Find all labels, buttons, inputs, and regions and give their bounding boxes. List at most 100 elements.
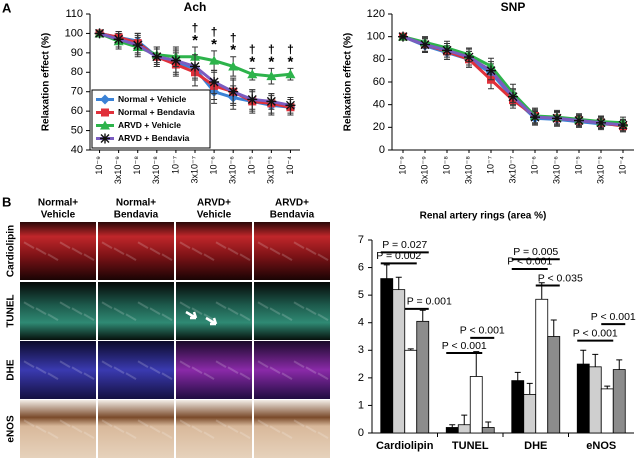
p-value: P < 0.001 [591,311,636,323]
micrograph [176,282,252,340]
tissue-streak [317,253,329,261]
bar [511,380,525,434]
tissue-streak [179,419,191,427]
micrograph [20,282,96,340]
p-value: P < 0.001 [460,325,505,337]
micrograph [254,341,330,399]
error-bar [604,385,611,389]
tissue-streak [179,241,191,249]
tissue-streak [23,360,35,368]
bar [481,427,495,434]
legend-marker [100,120,110,130]
x-tick-label: 3x10⁻⁷ [507,156,517,184]
tissue-streak [269,425,281,433]
tissue-streak [203,372,215,380]
marker [132,40,143,51]
bar [404,349,418,434]
tissue-streak [191,307,203,315]
tissue-streak [257,419,269,427]
y-tick-label: 3 [358,344,364,356]
bar [392,289,406,434]
tissue-streak [305,425,317,433]
column-label: ARVD+ [197,198,231,209]
tissue-streak [203,431,215,439]
tissue-streak [293,241,305,249]
y-axis-label: Relaxation effect (%) [41,33,52,131]
error-bar [473,351,480,377]
marker [442,45,452,56]
tissue-streak [227,307,239,315]
x-tick-label: 3x10⁻⁶ [551,156,561,184]
marker [618,120,628,131]
significance-star: * [230,42,236,59]
tissue-streak [281,372,293,380]
tissue-streak [35,247,47,255]
tissue-streak [203,253,215,261]
micrograph [254,400,330,458]
tissue-streak [203,313,215,321]
tissue-streak [47,313,59,321]
tissue-streak [215,419,227,427]
x-tick-label: 10⁻⁸ [132,156,142,175]
tissue-streak [179,301,191,309]
micrograph [98,341,174,399]
chart-title: Renal artery rings (area %) [420,211,547,222]
p-value: P < 0.035 [538,272,583,284]
tissue-streak [191,247,203,255]
error-bar [461,414,468,425]
y-tick-label: 4 [358,317,364,329]
error-bar [419,309,426,322]
bar [535,298,549,434]
y-tick-label: 70 [71,86,83,98]
y-tick-label: 110 [65,8,83,20]
column-label: Normal+ [38,198,78,209]
marker [574,115,584,126]
tissue-streak [305,366,317,374]
tissue-streak [215,360,227,368]
error-bar [395,276,402,290]
tissue-streak [125,431,137,439]
marker [151,51,162,62]
column-label: Normal+ [116,198,156,209]
tissue-streak [125,313,137,321]
x-tick-label: 10⁻⁵ [247,156,257,175]
tissue-streak [269,307,281,315]
significance-star: * [288,53,294,70]
x-tick-label: 3x10⁻⁵ [266,156,276,184]
tissue-streak [23,301,35,309]
tissue-streak [35,307,47,315]
legend-label: ARVD + Bendavia [118,133,190,143]
p-value: P = 0.027 [382,239,427,251]
bar [457,424,471,434]
tissue-streak [71,425,83,433]
error-bar [514,371,521,381]
bar [600,388,614,434]
tissue-streak [317,431,329,439]
marker [209,55,220,65]
column-label: Vehicle [197,210,232,221]
y-tick-label: 2 [358,372,364,384]
tissue-streak [35,425,47,433]
tissue-streak [239,431,251,439]
tissue-streak [257,241,269,249]
row-label: DHE [6,359,17,380]
tissue-streak [47,431,59,439]
tissue-streak [47,372,59,380]
y-axis-label: Relaxation effect (%) [343,33,354,131]
y-tick-label: 1 [358,399,364,411]
tissue-streak [317,313,329,321]
tissue-streak [137,301,149,309]
error-bar [592,353,599,367]
micrograph [20,222,96,280]
tissue-streak [293,419,305,427]
tissue-streak [317,372,329,380]
tissue-streak [161,431,173,439]
bar [416,320,430,434]
legend-label: Normal + Bendavia [118,107,195,117]
y-tick-label: 5 [358,289,364,301]
significance-dagger: † [249,43,256,57]
legend-marker [101,108,109,117]
x-tick-label: 10⁻⁴ [285,156,295,175]
tissue-streak [71,247,83,255]
